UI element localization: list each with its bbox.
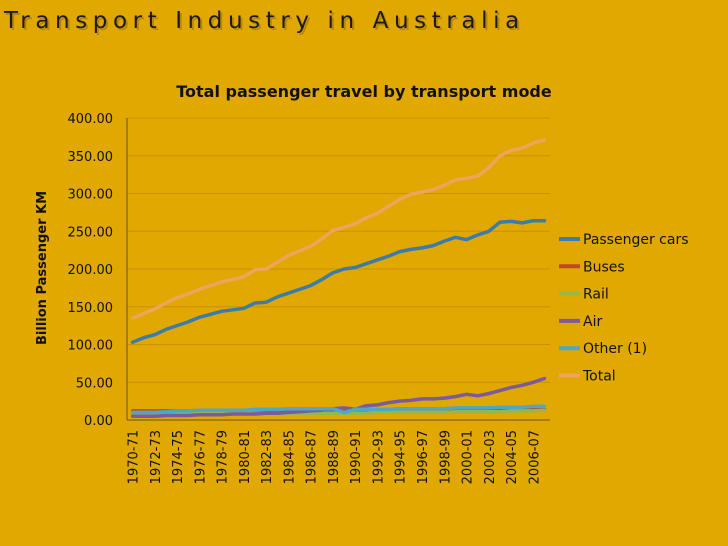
slide-title: Transport Industry in Australia	[4, 8, 525, 34]
x-axis-ticks: 1970-71 1972-73 1974-75 1976-77 1978-79 1980-…	[127, 430, 543, 484]
y-tick-label: 350.00	[68, 150, 114, 165]
legend-label: Total	[582, 369, 616, 385]
x-tick-label: 1984-85	[282, 430, 297, 484]
chart-title: Total passenger travel by transport mode	[176, 82, 552, 101]
series-line-passenger-cars	[130, 218, 547, 344]
x-tick-label: 2006-07	[527, 430, 542, 484]
x-tick-label: 1990-91	[349, 430, 364, 484]
x-tick-label: 1980-81	[238, 430, 253, 484]
series-line-total	[130, 138, 547, 320]
legend: Passenger cars Buses Rail Air Other (1) Total	[559, 232, 689, 385]
series-line-air	[130, 376, 547, 418]
x-tick-label: 1978-79	[216, 430, 231, 484]
y-tick-label: 200.00	[68, 263, 114, 278]
x-tick-label: 1986-87	[305, 430, 320, 484]
y-tick-label: 50.00	[76, 376, 113, 391]
y-axis-ticks: 0.00 50.00 100.00 150.00 200.00 250.00 300.00 3…	[68, 112, 114, 429]
series-lines	[130, 138, 547, 418]
y-tick-label: 150.00	[68, 301, 114, 316]
x-tick-label: 1970-71	[127, 430, 142, 484]
x-tick-label: 2004-05	[505, 430, 520, 484]
legend-label: Rail	[583, 287, 609, 303]
y-tick-label: 0.00	[84, 414, 113, 429]
x-tick-label: 1974-75	[171, 430, 186, 484]
x-tick-label: 1994-95	[394, 430, 409, 484]
y-tick-label: 250.00	[68, 225, 114, 240]
legend-label: Buses	[583, 259, 625, 275]
x-tick-label: 1972-73	[149, 430, 164, 484]
x-tick-label: 1992-93	[371, 430, 386, 484]
series-line-other-1	[130, 404, 547, 415]
legend-label: Other (1)	[583, 341, 647, 357]
x-tick-label: 1976-77	[193, 430, 208, 484]
x-tick-label: 1982-83	[260, 430, 275, 484]
legend-label: Air	[583, 314, 602, 330]
legend-label: Passenger cars	[583, 232, 689, 248]
gridlines	[126, 117, 550, 421]
x-tick-label: 2000-01	[461, 430, 476, 484]
y-tick-label: 300.00	[68, 188, 114, 203]
x-tick-label: 1996-97	[416, 430, 431, 484]
x-tick-label: 1998-99	[438, 430, 453, 484]
y-tick-label: 400.00	[68, 112, 114, 127]
x-tick-label: 1988-89	[327, 430, 342, 484]
y-axis-label: Billion Passenger KM	[35, 191, 50, 345]
y-tick-label: 100.00	[68, 339, 114, 354]
x-tick-label: 2002-03	[483, 430, 498, 484]
